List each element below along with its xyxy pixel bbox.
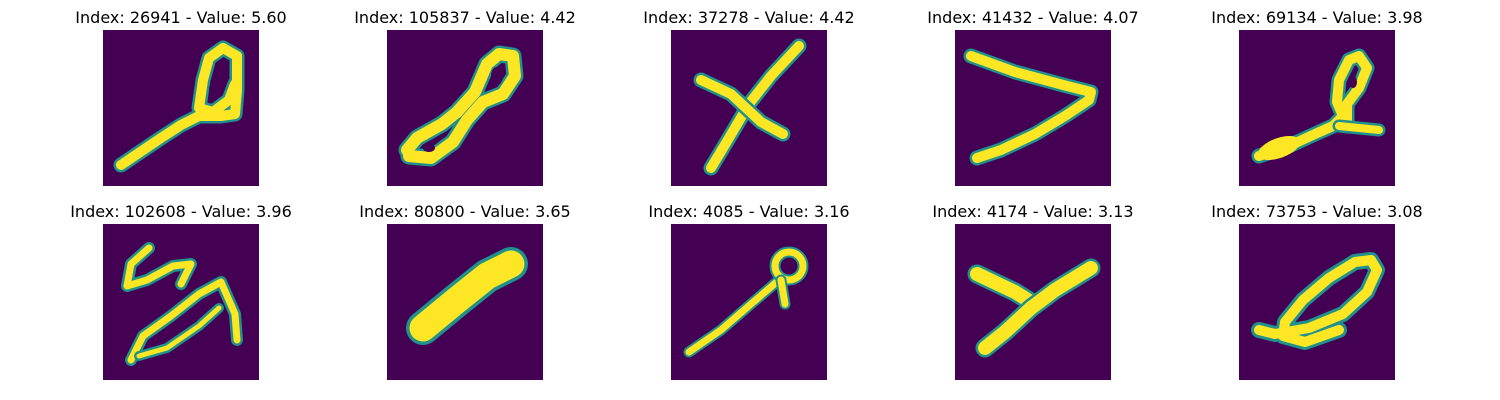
panel-title: Index: 41432 - Value: 4.07	[927, 8, 1139, 27]
image-panel: Index: 41432 - Value: 4.07	[908, 8, 1158, 198]
digit-image	[1239, 224, 1395, 380]
panel-title: Index: 105837 - Value: 4.42	[354, 8, 576, 27]
image-panel: Index: 102608 - Value: 3.96	[56, 202, 306, 392]
panel-title: Index: 102608 - Value: 3.96	[70, 202, 292, 221]
panel-title: Index: 80800 - Value: 3.65	[359, 202, 571, 221]
panel-title: Index: 4085 - Value: 3.16	[648, 202, 850, 221]
digit-image	[387, 30, 543, 186]
panel-title: Index: 73753 - Value: 3.08	[1211, 202, 1423, 221]
digit-image	[1239, 30, 1395, 186]
digit-image	[103, 224, 259, 380]
image-panel: Index: 105837 - Value: 4.42	[340, 8, 590, 198]
image-panel: Index: 4174 - Value: 3.13	[908, 202, 1158, 392]
digit-image	[955, 30, 1111, 186]
image-panel: Index: 73753 - Value: 3.08	[1192, 202, 1442, 392]
panel-title: Index: 69134 - Value: 3.98	[1211, 8, 1423, 27]
image-panel: Index: 26941 - Value: 5.60	[56, 8, 306, 198]
panel-title: Index: 4174 - Value: 3.13	[932, 202, 1134, 221]
panel-title: Index: 26941 - Value: 5.60	[75, 8, 287, 27]
digit-image	[387, 224, 543, 380]
digit-image	[103, 30, 259, 186]
image-panel: Index: 37278 - Value: 4.42	[624, 8, 874, 198]
digit-image	[955, 224, 1111, 380]
image-panel: Index: 4085 - Value: 3.16	[624, 202, 874, 392]
image-panel: Index: 80800 - Value: 3.65	[340, 202, 590, 392]
image-panel: Index: 69134 - Value: 3.98	[1192, 8, 1442, 198]
digit-image	[671, 224, 827, 380]
digit-image	[671, 30, 827, 186]
panel-title: Index: 37278 - Value: 4.42	[643, 8, 855, 27]
